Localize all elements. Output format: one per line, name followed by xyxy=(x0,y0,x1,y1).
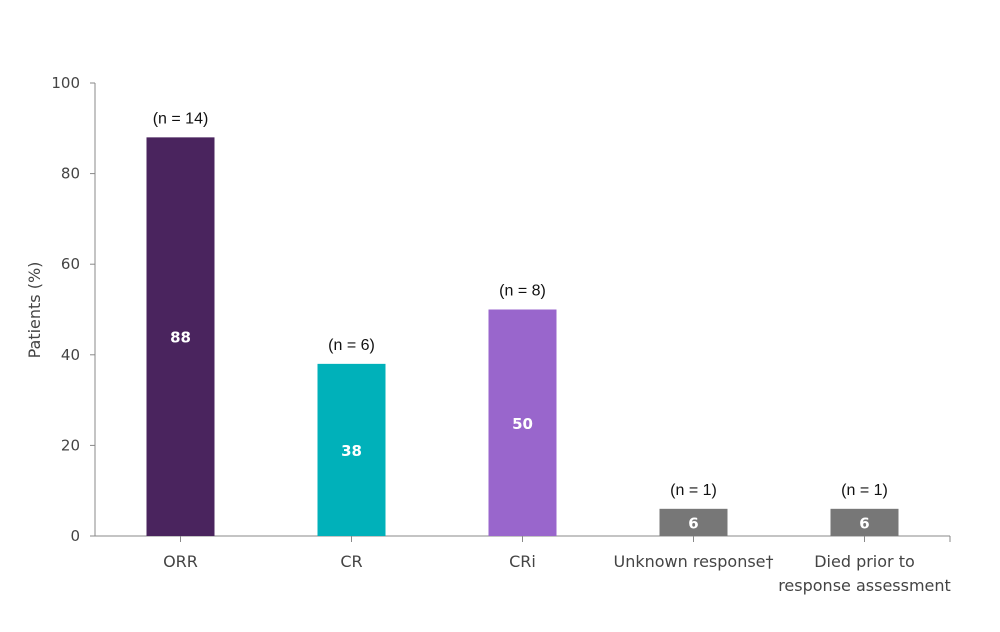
bar xyxy=(659,508,728,536)
x-tick-label: CRi xyxy=(509,552,536,571)
y-axis-label: Patients (%) xyxy=(25,262,44,359)
bar xyxy=(146,137,215,537)
bar-value-label: 50 xyxy=(512,415,533,433)
bar xyxy=(488,309,557,536)
x-tick-label: Died prior to xyxy=(814,552,915,571)
x-tick-label: Unknown response† xyxy=(613,552,773,571)
bars: 88 (n = 14) 38 (n = 6) 50 (n = 8) 6 (n = 1) 6 (n … xyxy=(146,110,899,537)
bar-value-label: 6 xyxy=(859,514,869,532)
x-tick-label: CR xyxy=(340,552,362,571)
bar xyxy=(317,363,386,536)
y-tick-label: 60 xyxy=(61,255,80,273)
y-tick-label: 100 xyxy=(51,74,80,92)
bar-value-label: 88 xyxy=(170,329,191,347)
bar-n-label: (n = 1) xyxy=(670,482,717,499)
bar-n-label: (n = 1) xyxy=(841,482,888,499)
bar xyxy=(830,508,899,536)
bar-n-label: (n = 6) xyxy=(328,337,375,354)
bar-value-label: 38 xyxy=(341,442,362,460)
y-tick-label: 80 xyxy=(61,165,80,183)
x-tick-label: response assessment xyxy=(778,576,951,595)
y-tick-label: 0 xyxy=(70,527,80,545)
x-tick-label: ORR xyxy=(163,552,198,571)
bar-n-label: (n = 14) xyxy=(153,110,209,127)
bar-value-label: 6 xyxy=(688,514,698,532)
y-tick-label: 40 xyxy=(61,346,80,364)
y-tick-label: 20 xyxy=(61,436,80,454)
x-axis: ORR CR CRi Unknown response† Died prior to re… xyxy=(95,535,951,595)
y-axis: 0 20 40 60 80 100 xyxy=(51,74,96,545)
bar-n-label: (n = 8) xyxy=(499,283,546,300)
